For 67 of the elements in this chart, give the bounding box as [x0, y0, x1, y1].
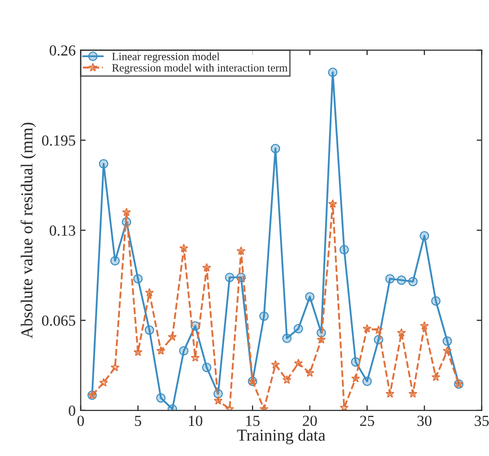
y-axis-title: Absolute value of residual (mm) — [20, 122, 36, 338]
legend-label: Regression model with interaction term — [112, 64, 288, 74]
point — [316, 335, 326, 344]
point — [282, 375, 292, 384]
point — [294, 358, 303, 368]
point — [408, 389, 418, 398]
point — [351, 374, 360, 382]
y-tick-label: 0.26 — [50, 45, 76, 56]
point — [270, 144, 280, 154]
point — [168, 332, 177, 341]
x-tick-label: 10 — [188, 416, 202, 426]
point — [260, 404, 268, 410]
point — [328, 199, 338, 208]
point — [328, 68, 338, 78]
point — [396, 275, 406, 285]
point — [99, 378, 108, 387]
point — [386, 389, 394, 398]
point — [420, 321, 429, 330]
point — [305, 292, 315, 302]
x-tick-label: 30 — [417, 416, 432, 426]
x-tick-label: 5 — [135, 416, 142, 426]
point — [305, 368, 314, 377]
point — [442, 346, 452, 355]
x-tick-label: 20 — [302, 416, 317, 426]
point — [294, 324, 304, 334]
point — [236, 246, 246, 255]
point — [156, 393, 166, 403]
point — [396, 328, 406, 337]
point — [282, 334, 292, 344]
point — [110, 256, 120, 266]
point — [214, 396, 223, 405]
point — [442, 336, 452, 346]
point — [270, 360, 280, 369]
x-tick-label: 15 — [246, 416, 260, 426]
point — [98, 159, 108, 168]
x-tick-label: 25 — [360, 416, 374, 426]
point — [431, 372, 440, 382]
point — [144, 288, 154, 297]
legend-label: Linear regression model — [112, 52, 220, 63]
point — [408, 276, 418, 286]
point — [362, 324, 372, 333]
y-tick-label: 0.065 — [42, 315, 76, 326]
point — [385, 274, 395, 284]
point — [202, 263, 212, 272]
point — [340, 244, 349, 254]
y-tick-label: 0.195 — [42, 135, 76, 146]
point — [179, 244, 188, 252]
x-tick-label: 35 — [474, 416, 489, 426]
point — [144, 325, 154, 335]
point — [156, 346, 166, 355]
x-tick-label: 0 — [77, 416, 84, 426]
point — [340, 402, 349, 410]
y-tick-label: 0.13 — [50, 225, 76, 236]
point — [362, 376, 372, 386]
x-axis-title: Training data — [237, 429, 326, 444]
point — [224, 272, 234, 282]
point — [259, 311, 269, 321]
point — [420, 231, 430, 241]
point — [122, 208, 131, 216]
point — [110, 362, 120, 372]
point — [350, 357, 360, 367]
point — [133, 274, 143, 284]
point — [431, 296, 441, 306]
y-tick-label: 0 — [68, 406, 76, 416]
point — [374, 325, 384, 334]
point — [179, 346, 188, 356]
point — [202, 362, 212, 372]
